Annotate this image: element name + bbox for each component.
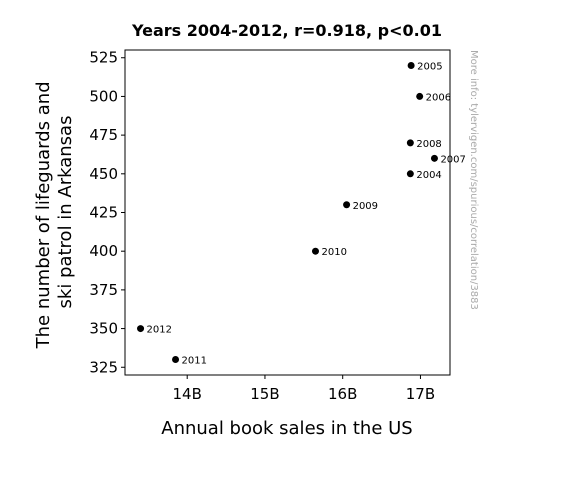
data-point-label: 2007: [440, 154, 465, 165]
chart-title: Years 2004-2012, r=0.918, p<0.01: [131, 21, 442, 40]
x-tick-label: 17B: [406, 385, 435, 403]
data-point: [416, 92, 424, 100]
data-point: [407, 61, 415, 69]
y-axis-label: The number of lifeguards and ski patrol …: [33, 76, 76, 350]
data-point: [406, 170, 414, 178]
y-axis: 325 350 375 400 425 450 475 500 525: [89, 49, 125, 376]
data-point: [343, 201, 351, 209]
y-tick-label: 425: [89, 204, 118, 222]
data-point: [406, 139, 414, 147]
x-tick-label: 14B: [173, 385, 202, 403]
y-tick-label: 325: [89, 358, 118, 376]
x-axis-label: Annual book sales in the US: [161, 418, 412, 439]
y-axis-label-line-2: ski patrol in Arkansas: [55, 116, 76, 309]
data-point-label: 2009: [353, 201, 378, 212]
x-tick-label: 15B: [250, 385, 279, 403]
plot-frame: [124, 49, 451, 376]
watermark-text: More info: tylervigen.com/spurious/corre…: [468, 50, 479, 310]
y-tick-label: 450: [89, 165, 118, 183]
data-point-label: 2010: [321, 247, 346, 258]
data-point: [172, 356, 180, 364]
y-axis-label-line-1: The number of lifeguards and: [33, 81, 54, 349]
data-point: [311, 247, 319, 255]
y-tick-label: 375: [89, 281, 118, 299]
y-tick-label: 400: [89, 242, 118, 260]
data-point-label: 2008: [416, 139, 441, 150]
y-tick-label: 350: [89, 320, 118, 338]
data-point-label: 2006: [426, 92, 451, 103]
data-point-label: 2004: [416, 170, 441, 181]
y-tick-label: 525: [89, 49, 118, 67]
data-point-label: 2011: [182, 356, 207, 367]
x-tick-label: 16B: [328, 385, 357, 403]
x-axis: 14B 15B 16B 17B: [173, 375, 435, 403]
data-point: [137, 325, 145, 333]
data-point-label: 2005: [417, 61, 442, 72]
data-point-label: 2012: [147, 325, 172, 336]
data-points: 2004 2005 2006 2007 2008 2009 2010 2011 2012: [137, 61, 466, 367]
data-point: [430, 154, 438, 162]
y-tick-label: 475: [89, 126, 118, 144]
y-tick-label: 500: [89, 87, 118, 105]
